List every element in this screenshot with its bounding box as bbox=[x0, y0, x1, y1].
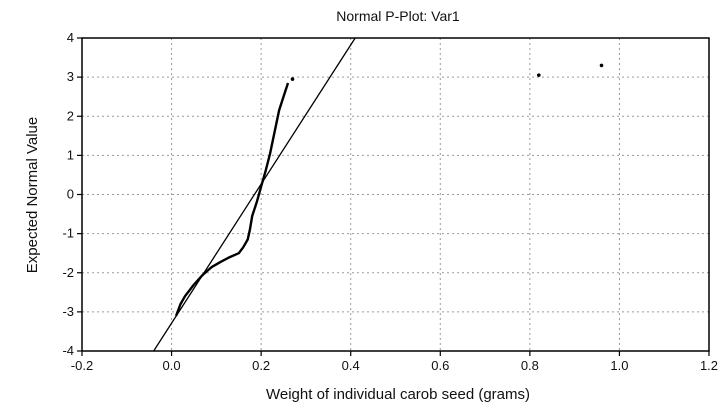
y-tick-label: 0 bbox=[67, 187, 74, 202]
x-axis-label: Weight of individual carob seed (grams) bbox=[266, 386, 530, 403]
chart-title: Normal P-Plot: Var1 bbox=[336, 8, 460, 24]
y-tick-label: -2 bbox=[62, 265, 74, 280]
x-tick-label: 0.0 bbox=[163, 358, 181, 373]
x-tick-label: 0.2 bbox=[252, 358, 270, 373]
outlier-point bbox=[537, 73, 541, 77]
grid-lines bbox=[82, 38, 709, 351]
plot-frame bbox=[81, 37, 710, 352]
axis-ticks bbox=[77, 37, 710, 356]
x-tick-label: 1.0 bbox=[610, 358, 628, 373]
x-tick-label: 0.4 bbox=[342, 358, 360, 373]
outlier-point bbox=[290, 77, 295, 81]
data-series-curve bbox=[174, 82, 290, 317]
outlier-points bbox=[290, 63, 604, 81]
y-tick-labels: -4 -3 -2 -1 0 1 2 3 4 bbox=[62, 30, 74, 358]
y-axis-label: Expected Normal Value bbox=[24, 117, 41, 273]
x-tick-labels: -0.2 0.0 0.2 0.4 0.6 0.8 1.0 1.2 bbox=[71, 358, 718, 373]
y-tick-label: 4 bbox=[67, 30, 74, 45]
y-tick-label: -4 bbox=[62, 343, 74, 358]
x-tick-label: 0.8 bbox=[521, 358, 539, 373]
y-tick-label: 3 bbox=[67, 69, 74, 84]
x-tick-label: 1.2 bbox=[700, 358, 718, 373]
y-tick-label: 1 bbox=[67, 147, 74, 162]
x-tick-label: -0.2 bbox=[71, 358, 93, 373]
y-tick-label: -3 bbox=[62, 304, 74, 319]
reference-line bbox=[153, 37, 356, 352]
y-tick-label: -1 bbox=[62, 226, 74, 241]
y-tick-label: 2 bbox=[67, 108, 74, 123]
outlier-point bbox=[599, 63, 604, 68]
x-tick-label: 0.6 bbox=[431, 358, 449, 373]
